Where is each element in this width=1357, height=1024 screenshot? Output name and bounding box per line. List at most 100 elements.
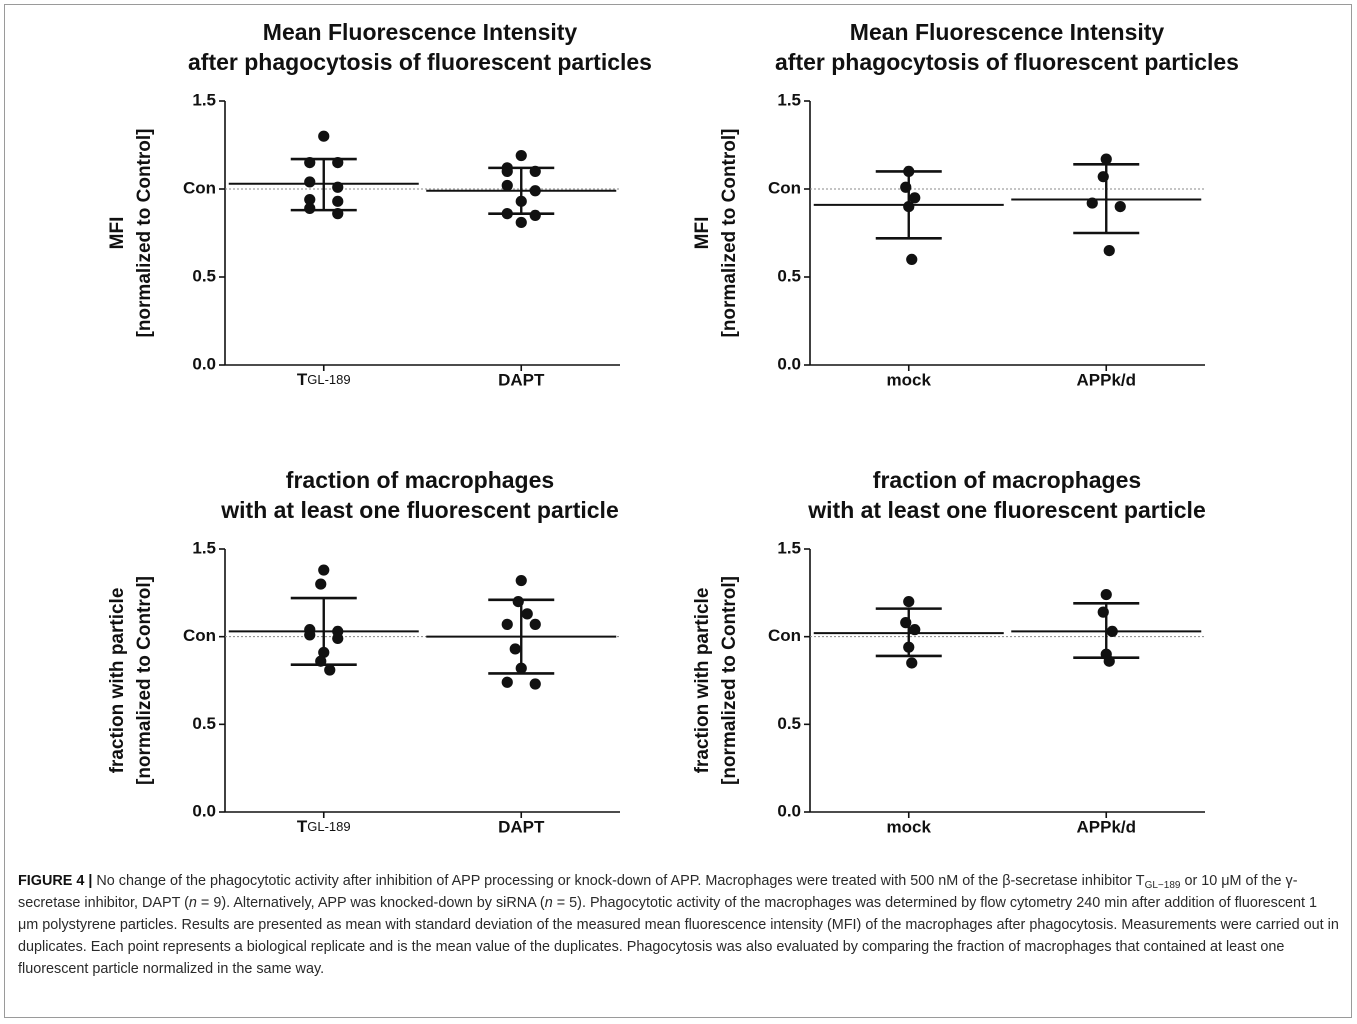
data-point <box>515 662 527 674</box>
y-tick-label: 0.0 <box>192 354 216 373</box>
caption-n-2: n <box>544 895 553 911</box>
y-axis-label: MFI <box>692 217 713 250</box>
data-point <box>909 192 921 204</box>
data-point <box>903 165 915 177</box>
x-tick-label: mock <box>887 817 932 836</box>
data-point <box>1086 197 1098 209</box>
x-tick-label: APPk/d <box>1076 370 1136 389</box>
data-point <box>1106 625 1118 638</box>
data-point <box>900 181 912 193</box>
data-point <box>515 574 527 587</box>
caption-text-4: = 5). Phagocytotic activity of the macro… <box>18 895 1339 977</box>
data-point <box>304 629 316 641</box>
x-tick-label: APPk/d <box>1076 817 1136 836</box>
data-point <box>903 641 915 653</box>
data-point <box>332 181 344 193</box>
data-point <box>903 596 915 608</box>
y-tick-label: 0.5 <box>777 266 801 285</box>
figure-caption: FIGURE 4 | No change of the phagocytotic… <box>18 870 1340 980</box>
data-point <box>501 179 513 192</box>
y-tick-label: Con <box>768 626 801 645</box>
chart-title: Mean Fluorescence Intensity <box>263 19 578 45</box>
caption-text-3: = 9). Alternatively, APP was knocked-dow… <box>196 895 545 911</box>
y-axis-label: fraction with particle <box>107 588 128 774</box>
data-point <box>304 176 316 188</box>
x-tick-label: TGL-189 <box>297 817 351 836</box>
chart-title: fraction of macrophages <box>286 467 554 493</box>
y-tick-label: 0.0 <box>192 801 216 820</box>
figure-frame <box>4 4 1352 1018</box>
chart-title: fraction of macrophages <box>873 467 1141 493</box>
y-tick-label: 1.5 <box>192 90 216 109</box>
data-point <box>332 195 344 207</box>
data-point <box>501 676 513 688</box>
y-axis-label: fraction with particle <box>692 588 713 774</box>
x-tick-label: mock <box>887 370 932 389</box>
data-point <box>515 216 527 229</box>
data-point <box>332 208 344 220</box>
data-point <box>529 185 541 197</box>
x-tick-label: DAPT <box>498 370 545 389</box>
chart-title: after phagocytosis of fluorescent partic… <box>188 49 652 75</box>
data-point <box>1103 655 1115 667</box>
x-tick-label-part: T <box>297 817 308 836</box>
data-point <box>900 617 912 629</box>
data-point <box>512 596 524 608</box>
data-point <box>515 149 527 162</box>
caption-label: FIGURE 4 | <box>18 873 93 889</box>
y-tick-label: 0.0 <box>777 354 801 373</box>
data-point <box>529 209 541 221</box>
y-tick-label: Con <box>768 178 801 197</box>
data-point <box>521 608 533 620</box>
caption-n-1: n <box>188 895 197 911</box>
chart-title: with at least one fluorescent particle <box>807 497 1206 523</box>
data-point <box>1103 245 1115 257</box>
y-tick-label: 1.5 <box>777 538 801 557</box>
data-point <box>1100 153 1112 165</box>
y-tick-label: 0.5 <box>777 714 801 733</box>
y-tick-label: 0.5 <box>192 266 216 285</box>
data-point <box>1114 201 1126 213</box>
y-axis-label: [normalized to Control] <box>719 576 740 785</box>
y-axis-label: MFI <box>107 217 128 250</box>
x-tick-label: DAPT <box>498 817 545 836</box>
data-point <box>906 253 918 265</box>
x-tick-label-part: GL-189 <box>307 372 350 387</box>
chart-title: with at least one fluorescent particle <box>220 497 619 523</box>
data-point <box>529 165 541 177</box>
chart-title: after phagocytosis of fluorescent partic… <box>775 49 1239 75</box>
y-axis-label: [normalized to Control] <box>134 129 155 338</box>
data-point <box>304 202 316 214</box>
data-point <box>315 578 327 590</box>
data-point <box>909 624 921 636</box>
data-point <box>315 655 327 667</box>
data-point <box>515 195 527 207</box>
data-point <box>304 157 316 169</box>
x-tick-label-part: GL-189 <box>307 819 350 834</box>
data-point <box>529 678 541 690</box>
data-point <box>1097 606 1109 618</box>
data-point <box>501 618 513 630</box>
data-point <box>332 632 344 645</box>
y-tick-label: Con <box>183 178 216 197</box>
x-tick-label-part: T <box>297 370 308 389</box>
y-axis-label: [normalized to Control] <box>134 576 155 785</box>
data-point <box>509 643 521 655</box>
caption-subscript: GL−189 <box>1144 880 1181 891</box>
y-tick-label: 1.5 <box>192 538 216 557</box>
y-tick-label: 0.5 <box>192 714 216 733</box>
caption-text-1: No change of the phagocytotic activity a… <box>92 873 1145 889</box>
data-point <box>318 130 330 142</box>
data-point <box>903 201 915 213</box>
data-point <box>1100 588 1112 601</box>
data-point <box>906 657 918 669</box>
y-tick-label: 1.5 <box>777 90 801 109</box>
x-tick-label: TGL-189 <box>297 370 351 389</box>
data-point <box>332 157 344 169</box>
chart-title: Mean Fluorescence Intensity <box>850 19 1165 45</box>
y-axis-label: [normalized to Control] <box>719 129 740 338</box>
